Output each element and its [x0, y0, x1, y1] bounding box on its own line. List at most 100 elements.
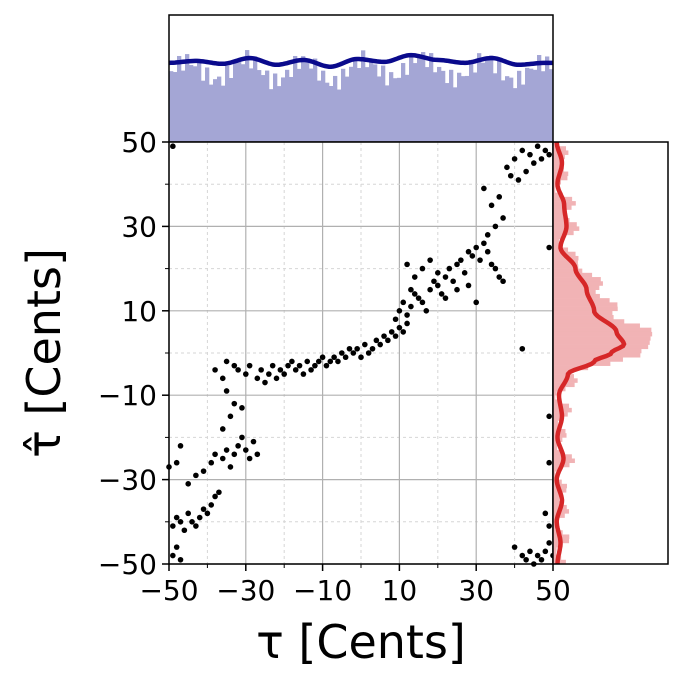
scatter-point	[392, 333, 399, 339]
top-hist-bar	[277, 86, 282, 142]
scatter-point	[227, 464, 234, 470]
scatter-point	[258, 367, 264, 373]
main-scatter-panel: −50 −30 −10 10 30 50 −50 −30 −10 10 30 50	[98, 126, 571, 607]
scatter-point	[173, 544, 180, 550]
right-hist-bar	[553, 293, 600, 299]
scatter-point	[189, 519, 195, 525]
top-hist-bar	[513, 88, 518, 142]
scatter-point	[304, 358, 311, 365]
top-hist-bar	[297, 68, 302, 142]
scatter-point	[442, 274, 449, 280]
scatter-point	[223, 358, 230, 365]
top-hist-bar	[457, 72, 462, 142]
scatter-point	[300, 371, 307, 377]
scatter-point	[327, 358, 334, 365]
top-hist-bar	[217, 76, 222, 142]
top-hist-bar	[449, 69, 454, 142]
top-hist-bar	[341, 68, 346, 142]
right-hist-bar	[553, 344, 649, 350]
y-axis-ticks: −50 −30 −10 10 30 50	[98, 126, 169, 581]
scatter-point	[365, 350, 372, 356]
top-hist-bar	[393, 78, 398, 142]
right-hist-bar	[553, 500, 562, 506]
top-hist-bar	[249, 68, 254, 142]
right-hist-bar	[553, 323, 640, 328]
right-hist-bar	[553, 475, 556, 480]
right-hist-bar	[553, 353, 641, 358]
scatter-point	[465, 248, 472, 255]
right-hist-bar	[553, 492, 562, 497]
scatter-point	[377, 341, 384, 348]
top-hist-bar	[429, 53, 434, 142]
top-hist-bar	[477, 53, 482, 143]
scatter-point	[531, 160, 537, 166]
scatter-point	[273, 375, 280, 382]
scatter-point	[492, 223, 499, 230]
scatter-point	[519, 345, 526, 352]
scatter-point	[511, 544, 518, 550]
right-hist-bar	[553, 319, 625, 324]
scatter-point	[484, 248, 491, 255]
right-hist-bar	[553, 331, 653, 337]
top-hist-bar	[377, 76, 382, 142]
scatter-point	[181, 527, 188, 534]
scatter-point	[511, 156, 518, 162]
top-hist-bar	[309, 68, 314, 142]
scatter-point	[342, 354, 349, 361]
right-hist-bar	[553, 416, 562, 421]
top-hist-bar	[193, 66, 198, 142]
scatter-point	[208, 459, 215, 466]
right-hist-bar	[553, 327, 652, 333]
scatter-point	[446, 265, 453, 272]
scatter-point	[204, 510, 211, 517]
top-hist-bar	[329, 86, 334, 142]
top-hist-bar	[389, 72, 394, 142]
top-hist-bar	[437, 66, 442, 142]
top-hist-bar	[289, 76, 294, 142]
scatter-points	[166, 143, 556, 567]
x-axis-label: τ [Cents]	[256, 615, 466, 669]
top-hist-bar	[529, 68, 534, 142]
scatter-point	[396, 308, 403, 314]
scatter-point	[358, 354, 364, 361]
top-hist-bar	[425, 67, 430, 142]
scatter-point	[500, 215, 506, 221]
right-hist-bar	[553, 306, 618, 312]
right-hist-bar	[553, 184, 556, 189]
top-hist-bar	[257, 70, 262, 142]
top-hist-bar	[521, 84, 526, 142]
scatter-point	[396, 324, 403, 331]
scatter-point	[173, 514, 180, 521]
right-hist-bar	[553, 348, 642, 354]
x-axis-ticks: −50 −30 −10 10 30 50	[139, 564, 571, 607]
top-hist-bar	[185, 54, 190, 142]
x-tick-label: −50	[139, 574, 198, 607]
top-hist-bar	[325, 82, 330, 142]
top-hist-bar	[281, 77, 286, 142]
top-hist-bar	[269, 89, 274, 142]
scatter-point	[538, 556, 545, 563]
scatter-point	[362, 341, 368, 348]
scatter-point	[208, 502, 215, 508]
scatter-point	[534, 143, 541, 150]
top-hist-bar	[229, 77, 234, 142]
top-hist-bar	[301, 56, 306, 142]
top-marginal-bars	[169, 50, 554, 143]
top-hist-bar	[413, 63, 418, 142]
scatter-point	[296, 362, 303, 369]
right-marginal-panel	[552, 141, 669, 565]
scatter-point	[354, 345, 360, 352]
scatter-point	[235, 367, 241, 373]
top-hist-bar	[169, 71, 174, 142]
right-hist-bar	[553, 357, 623, 362]
top-hist-bar	[417, 57, 422, 142]
right-hist-bar	[553, 395, 556, 400]
scatter-point	[523, 556, 529, 563]
scatter-point	[404, 261, 410, 268]
x-tick-label: 30	[458, 574, 494, 607]
right-hist-bar	[553, 285, 600, 290]
scatter-point	[404, 312, 410, 318]
right-hist-bar	[553, 340, 650, 345]
top-hist-bar	[273, 73, 278, 142]
scatter-point	[408, 286, 414, 293]
